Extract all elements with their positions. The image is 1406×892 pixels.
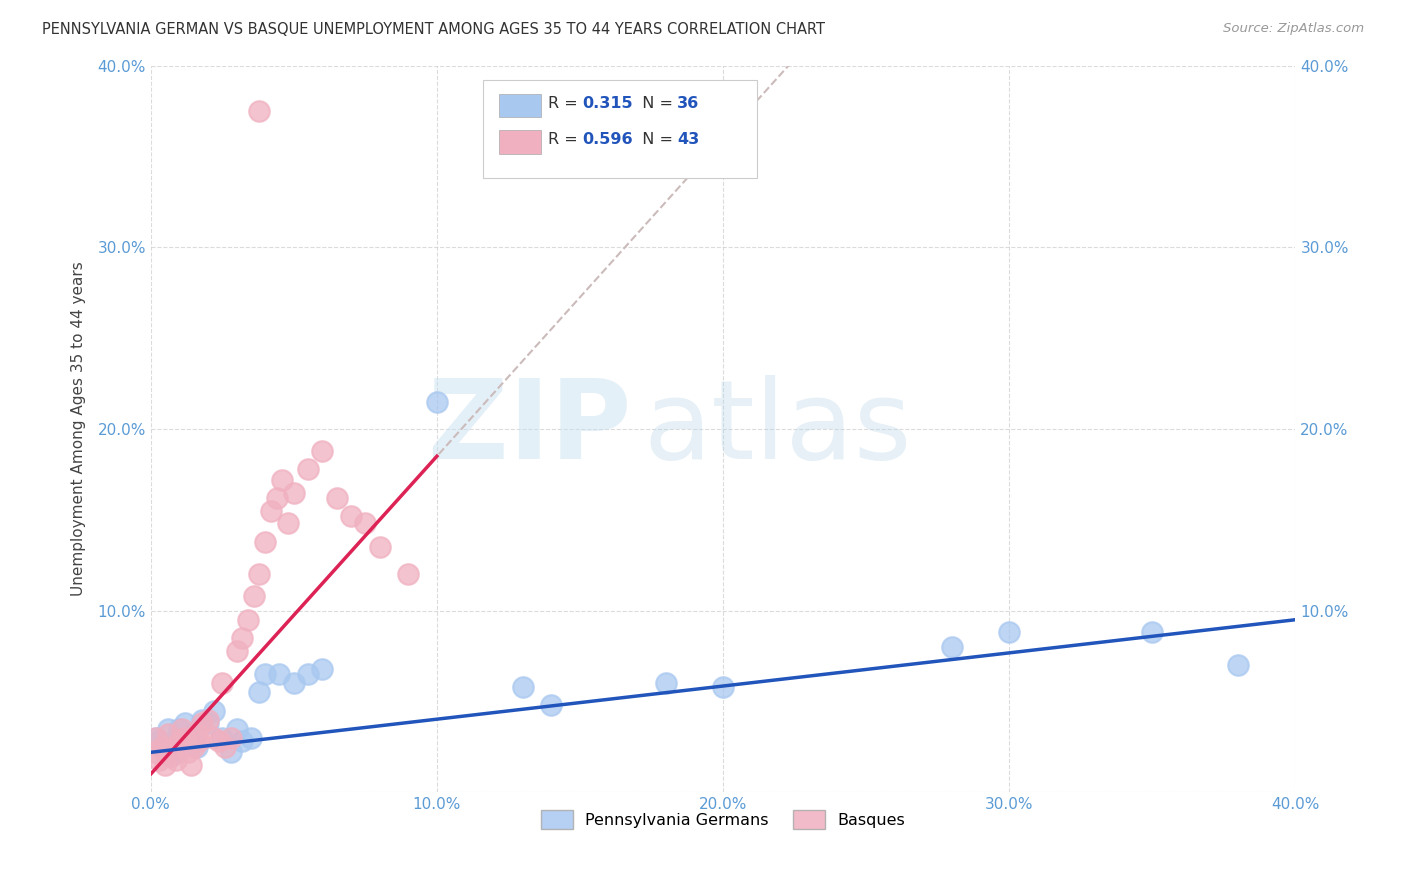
Point: [202, 731, 225, 745]
Text: atlas: atlas: [643, 376, 911, 483]
Point: [1227, 658, 1250, 673]
Text: N =: N =: [631, 95, 678, 111]
Point: [426, 394, 449, 409]
Point: [711, 680, 734, 694]
Text: R =: R =: [548, 95, 583, 111]
Point: [512, 680, 534, 694]
Point: [266, 491, 288, 505]
Point: [169, 734, 191, 748]
Point: [239, 731, 262, 745]
Point: [540, 698, 562, 712]
Text: ZIP: ZIP: [429, 376, 631, 483]
Text: 36: 36: [678, 95, 700, 111]
Point: [340, 509, 363, 524]
Point: [162, 734, 184, 748]
Point: [153, 758, 176, 772]
Point: [211, 676, 233, 690]
Point: [145, 731, 167, 745]
Point: [219, 745, 242, 759]
Point: [162, 739, 184, 754]
Point: [231, 631, 253, 645]
Point: [153, 745, 176, 759]
Text: Source: ZipAtlas.com: Source: ZipAtlas.com: [1223, 22, 1364, 36]
Text: N =: N =: [631, 132, 678, 147]
Point: [231, 734, 253, 748]
Point: [177, 745, 200, 759]
Point: [1142, 625, 1164, 640]
Point: [225, 722, 247, 736]
Point: [311, 662, 333, 676]
Point: [197, 716, 219, 731]
Point: [269, 667, 291, 681]
Point: [249, 103, 271, 118]
Point: [941, 640, 963, 654]
Point: [249, 567, 271, 582]
Text: 43: 43: [678, 132, 700, 147]
Point: [180, 758, 202, 772]
Point: [242, 589, 264, 603]
Point: [297, 667, 319, 681]
Point: [236, 613, 259, 627]
Point: [150, 739, 173, 754]
Point: [148, 734, 170, 748]
Text: 0.596: 0.596: [582, 132, 633, 147]
Point: [202, 704, 225, 718]
Point: [325, 491, 347, 505]
Point: [142, 745, 165, 759]
Point: [174, 716, 197, 731]
Point: [186, 739, 208, 754]
Point: [297, 462, 319, 476]
Point: [145, 731, 167, 745]
Point: [368, 540, 391, 554]
Legend: Pennsylvania Germans, Basques: Pennsylvania Germans, Basques: [534, 804, 912, 835]
Point: [166, 745, 188, 759]
Point: [249, 685, 271, 699]
Point: [208, 734, 231, 748]
Point: [183, 727, 205, 741]
Point: [396, 567, 419, 582]
Point: [197, 713, 219, 727]
FancyBboxPatch shape: [482, 80, 758, 178]
Point: [254, 667, 277, 681]
Point: [156, 727, 179, 741]
Point: [172, 722, 194, 736]
Point: [188, 734, 211, 748]
Point: [254, 534, 277, 549]
Point: [183, 739, 205, 754]
Text: R =: R =: [548, 132, 583, 147]
Point: [177, 731, 200, 745]
Point: [150, 739, 173, 754]
Point: [283, 485, 305, 500]
Point: [191, 713, 214, 727]
Point: [998, 625, 1021, 640]
FancyBboxPatch shape: [499, 94, 541, 117]
Point: [159, 749, 181, 764]
Point: [186, 727, 208, 741]
Point: [169, 722, 191, 736]
Point: [354, 516, 377, 531]
Text: 0.315: 0.315: [582, 95, 633, 111]
Point: [655, 676, 678, 690]
Point: [219, 731, 242, 745]
Point: [174, 731, 197, 745]
Point: [283, 676, 305, 690]
FancyBboxPatch shape: [499, 130, 541, 153]
Point: [166, 753, 188, 767]
Point: [211, 731, 233, 745]
Point: [191, 716, 214, 731]
Point: [148, 753, 170, 767]
Point: [311, 443, 333, 458]
Point: [260, 504, 283, 518]
Y-axis label: Unemployment Among Ages 35 to 44 years: Unemployment Among Ages 35 to 44 years: [72, 261, 86, 597]
Point: [156, 722, 179, 736]
Point: [159, 749, 181, 764]
Point: [271, 473, 294, 487]
Text: PENNSYLVANIA GERMAN VS BASQUE UNEMPLOYMENT AMONG AGES 35 TO 44 YEARS CORRELATION: PENNSYLVANIA GERMAN VS BASQUE UNEMPLOYME…: [42, 22, 825, 37]
Point: [225, 643, 247, 657]
Point: [214, 739, 236, 754]
Point: [277, 516, 299, 531]
